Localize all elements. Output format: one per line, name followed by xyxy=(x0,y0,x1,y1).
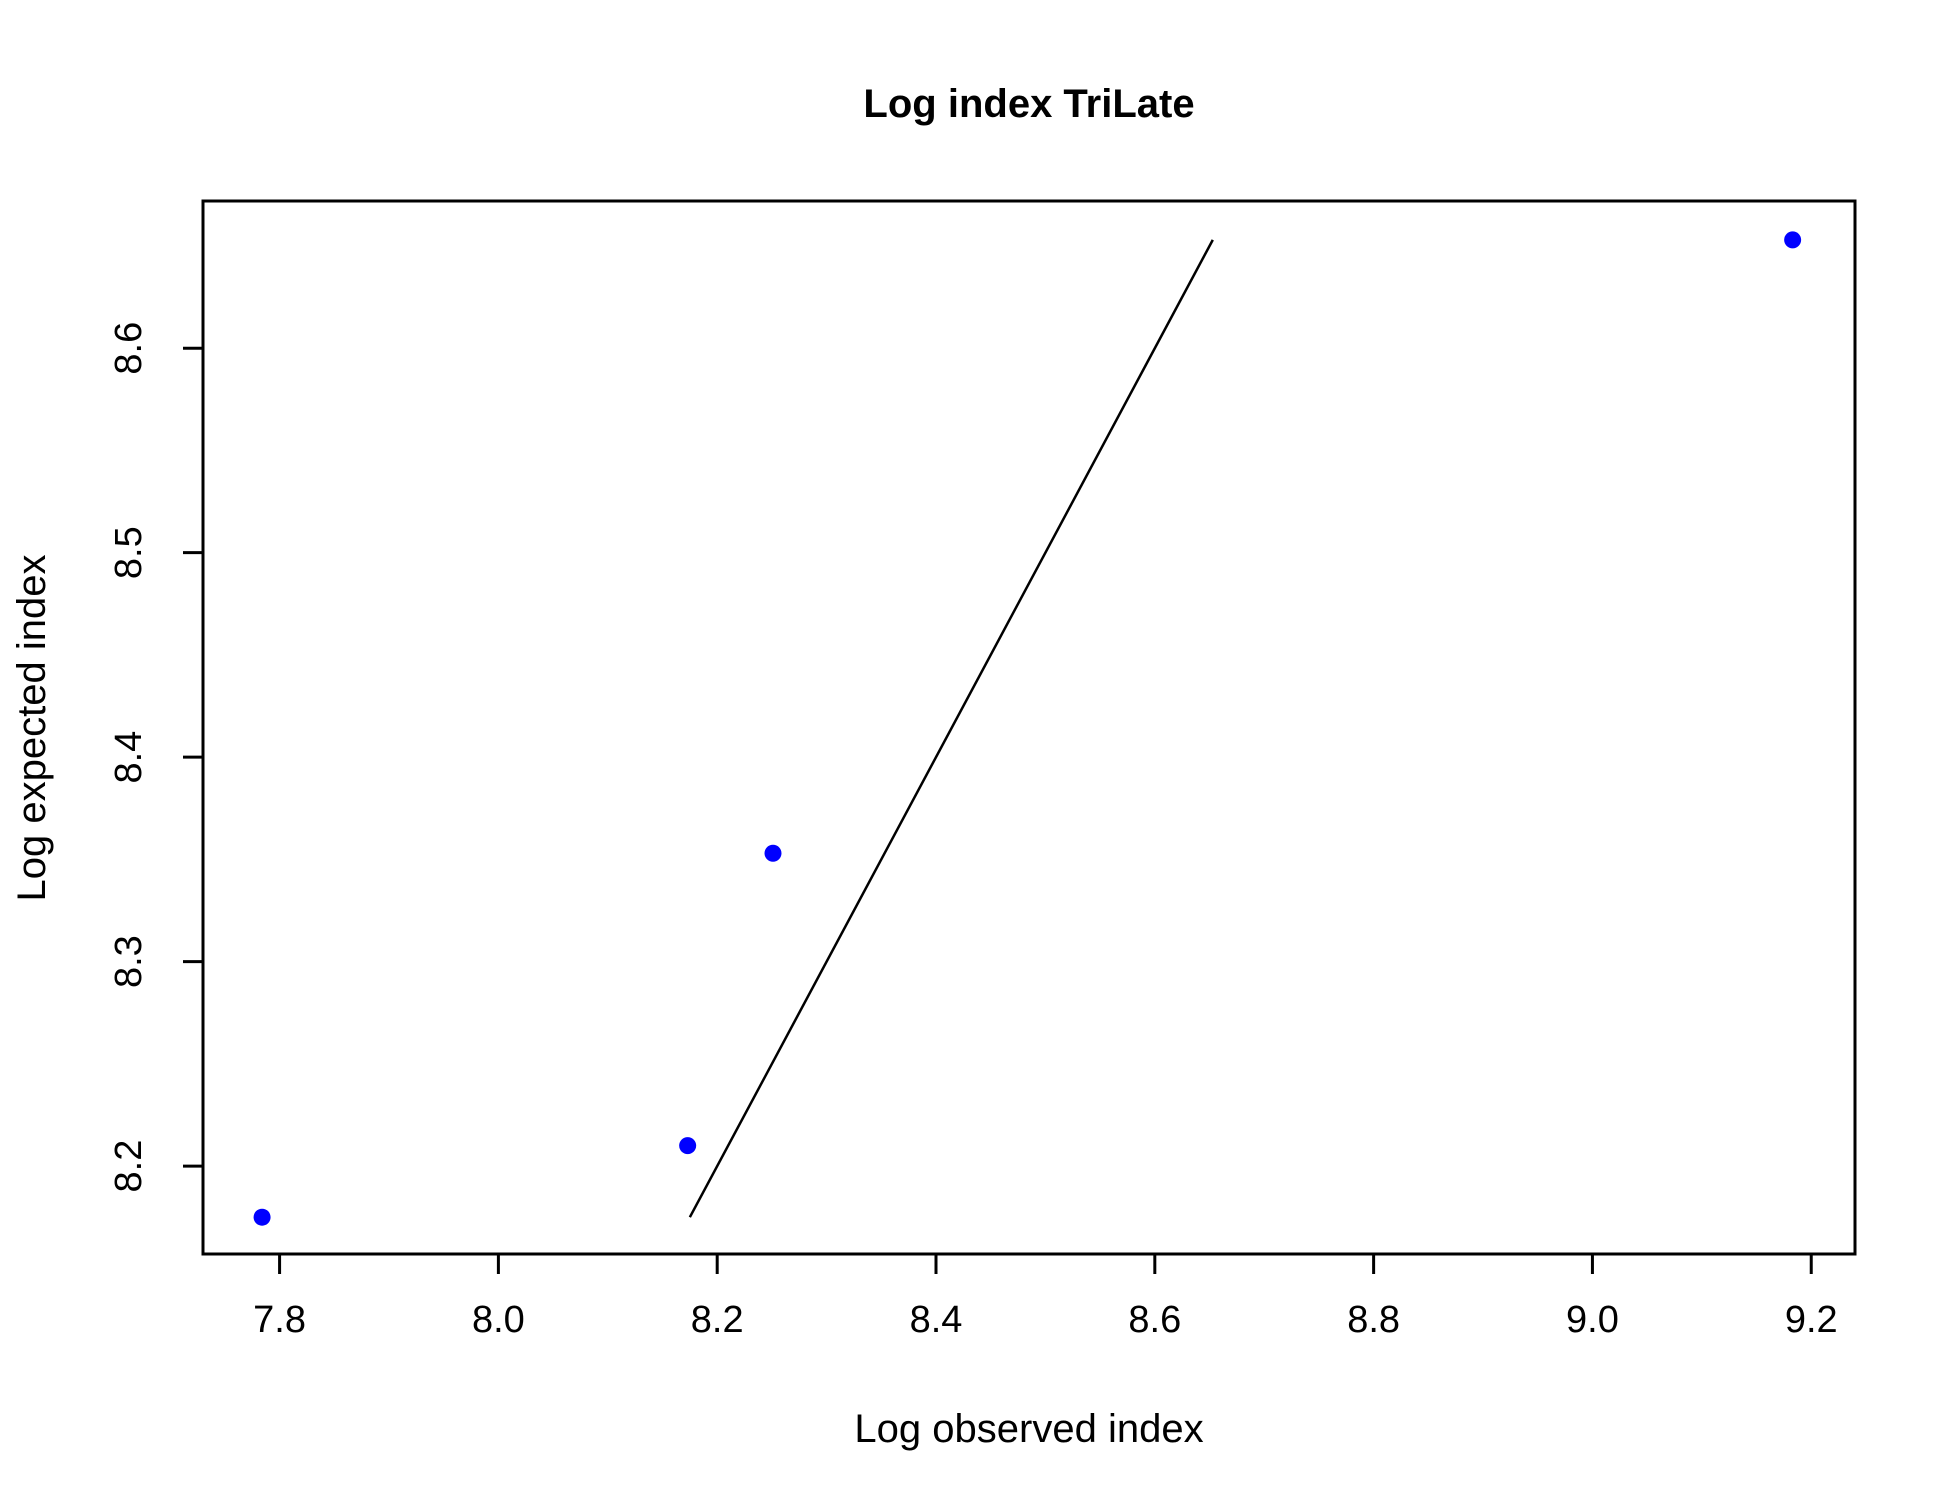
x-tick-label: 9.2 xyxy=(1785,1299,1838,1341)
x-tick-label: 8.8 xyxy=(1347,1299,1400,1341)
data-point xyxy=(679,1137,697,1155)
y-tick-label: 8.4 xyxy=(108,731,150,784)
y-tick-label: 8.2 xyxy=(108,1140,150,1193)
points-layer xyxy=(253,231,1802,1226)
chart-title: Log index TriLate xyxy=(863,82,1194,126)
data-point xyxy=(764,844,782,862)
reference-line xyxy=(688,239,1214,1218)
x-tick-label: 8.6 xyxy=(1128,1299,1181,1341)
data-point xyxy=(253,1208,271,1226)
y-axis-label: Log expected index xyxy=(10,555,54,902)
y-tick-label: 8.6 xyxy=(108,322,150,375)
reference-line-layer xyxy=(688,239,1214,1218)
x-axis-label: Log observed index xyxy=(854,1407,1203,1451)
data-point xyxy=(1784,231,1802,249)
x-tick-label: 8.2 xyxy=(691,1299,744,1341)
plot-frame xyxy=(201,199,1857,1256)
x-axis: 7.8 8.0 8.2 8.4 8.6 8.8 9.0 9.2 xyxy=(253,1252,1838,1341)
y-tick-label: 8.3 xyxy=(108,935,150,988)
x-tick-label: 9.0 xyxy=(1566,1299,1619,1341)
x-tick-label: 8.0 xyxy=(472,1299,525,1341)
x-tick-label: 8.4 xyxy=(910,1299,963,1341)
y-tick-label: 8.5 xyxy=(108,526,150,579)
x-tick-label: 7.8 xyxy=(253,1299,306,1341)
y-axis: 8.2 8.3 8.4 8.5 8.6 xyxy=(108,322,205,1193)
